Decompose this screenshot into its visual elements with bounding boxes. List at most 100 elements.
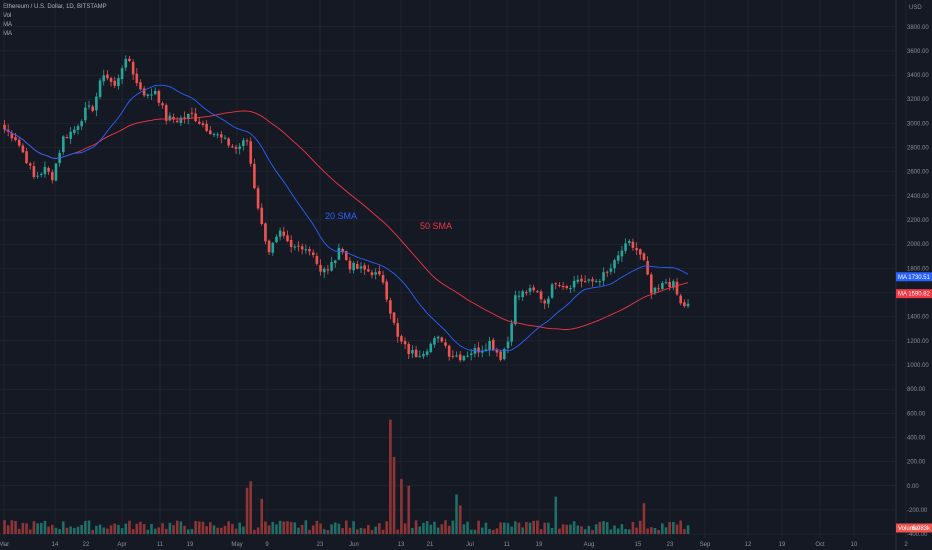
candle-body: [73, 129, 76, 133]
candle-body: [245, 140, 249, 142]
candle-body: [205, 123, 208, 131]
volume-bar: [341, 528, 344, 534]
volume-bar: [3, 520, 6, 534]
price-tick-label: 1200.00: [907, 339, 929, 345]
price-tick-label: 3000.00: [907, 121, 929, 127]
volume-bar: [113, 523, 117, 534]
time-tick-label: 23: [317, 542, 324, 548]
volume-bar: [425, 521, 429, 534]
candle-body: [326, 269, 330, 271]
price-tick-label: 3600.00: [907, 49, 929, 55]
volume-bar: [50, 524, 54, 534]
candle-body: [256, 188, 260, 209]
volume-bar: [587, 525, 591, 534]
candle-body: [264, 223, 267, 242]
time-tick-label: Apr: [117, 542, 126, 548]
volume-bar: [352, 521, 355, 534]
sma20-line: [4, 84, 689, 352]
volume-bar: [242, 526, 245, 534]
volume-bar: [212, 525, 216, 534]
volume-bar: [179, 521, 183, 534]
candle-body: [98, 80, 102, 98]
volume-bar: [131, 529, 135, 534]
candle-body: [282, 231, 286, 236]
volume-indicator-label[interactable]: Vol: [3, 13, 12, 19]
volume-bar: [458, 505, 462, 534]
price-tick-label: 2200.00: [907, 218, 929, 224]
volume-bars: [3, 419, 690, 534]
time-tick-label: 11: [157, 542, 164, 548]
candle-body: [642, 253, 646, 260]
candle-body: [91, 106, 94, 111]
price-tick-label: 800.00: [907, 387, 926, 393]
volume-bar: [378, 523, 381, 534]
volume-bar: [580, 526, 583, 534]
candle-body: [253, 163, 256, 189]
candle-body: [21, 145, 25, 153]
volume-bar: [128, 520, 131, 534]
time-axis[interactable]: Mar 14 22 Apr 11 19 May 9 23 Jun 13 21 Jul 11 19 Aug 15 2…: [0, 542, 908, 548]
volume-bar: [62, 521, 65, 534]
candle-body: [352, 263, 355, 271]
candle-body: [293, 246, 297, 248]
price-tick-label: 1000.00: [907, 363, 929, 369]
candle-body: [153, 90, 157, 95]
volume-bar: [679, 520, 682, 534]
time-tick-label: 19: [536, 542, 543, 548]
candle-body: [378, 271, 381, 275]
volume-bar: [484, 522, 488, 534]
volume-bar: [124, 523, 128, 534]
candle-body: [47, 167, 50, 172]
volume-bar: [120, 528, 124, 534]
price-tick-label: 3400.00: [907, 73, 929, 79]
volume-bar: [469, 529, 473, 534]
volume-bar: [146, 529, 150, 534]
price-axis[interactable]: 3800.00 3600.00 3400.00 3200.00 3000.00 2800.…: [907, 25, 929, 538]
volume-bar: [594, 524, 598, 534]
volume-bar: [275, 524, 278, 534]
ma-indicator-label[interactable]: MA: [3, 22, 12, 28]
volume-bar: [536, 520, 539, 534]
volume-bar: [683, 529, 686, 534]
candle-body: [150, 94, 153, 96]
candle-body: [278, 230, 282, 237]
candle-body: [286, 235, 289, 242]
candle-body: [300, 246, 304, 250]
volume-bar: [69, 526, 72, 534]
price-tick-label: 400.00: [907, 435, 926, 441]
time-tick-label: 19: [779, 542, 786, 548]
volume-bar: [87, 520, 91, 534]
volume-bar: [429, 524, 433, 534]
candle-body: [495, 349, 499, 353]
volume-bar: [627, 529, 631, 534]
volume-badge-bg: [896, 523, 932, 533]
candle-body: [605, 271, 609, 273]
candle-body: [157, 90, 161, 103]
volume-bar: [315, 520, 319, 534]
candle-body: [168, 115, 172, 121]
volume-bar: [98, 524, 102, 534]
volume-bar: [624, 528, 627, 534]
candle-body: [650, 274, 653, 294]
candle-body: [370, 272, 374, 276]
time-tick-label: Jul: [466, 542, 474, 548]
volume-bar: [308, 529, 311, 534]
currency-label: USD: [909, 5, 922, 11]
volume-bar: [238, 522, 241, 534]
time-tick-label: 19: [187, 542, 194, 548]
volume-bar: [106, 528, 109, 534]
candle-body: [161, 103, 164, 106]
volume-bar: [28, 529, 32, 534]
volume-bar: [620, 524, 624, 534]
candle-body: [543, 300, 547, 304]
volume-bar: [370, 529, 374, 534]
volume-bar: [234, 528, 238, 534]
candle-body: [124, 58, 128, 68]
candle-body: [267, 240, 271, 253]
ma-indicator-label-2[interactable]: MA: [3, 31, 12, 37]
candle-body: [517, 295, 521, 297]
volume-bar: [675, 524, 679, 534]
candle-body: [414, 349, 418, 357]
